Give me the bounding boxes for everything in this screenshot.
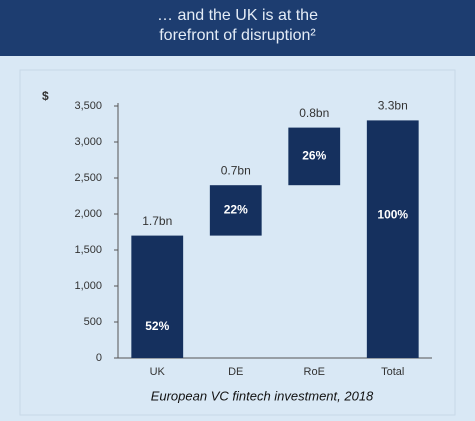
y-tick-label: 3,500	[74, 100, 102, 112]
x-tick-label: RoE	[304, 366, 325, 378]
y-tick-label: 1,000	[74, 280, 102, 292]
value-label: 0.7bn	[221, 163, 251, 177]
panel	[19, 69, 456, 416]
y-axis-label: $	[42, 89, 49, 103]
y-tick-label: 0	[96, 352, 102, 364]
caption: European VC fintech investment, 2018	[151, 388, 374, 403]
bar	[131, 235, 184, 358]
y-tick-label: 2,500	[74, 172, 102, 184]
chart-title: … and the UK is at the forefront of disr…	[0, 0, 475, 56]
bar	[209, 185, 262, 236]
bar	[366, 120, 419, 359]
value-label: 1.7bn	[142, 214, 172, 228]
x-tick-label: UK	[150, 366, 166, 378]
value-label: 3.3bn	[378, 99, 408, 113]
value-label: 0.8bn	[299, 106, 329, 120]
y-tick-label: 1,500	[74, 244, 102, 256]
share-label: 100%	[377, 208, 408, 222]
bar	[288, 127, 341, 186]
y-tick-label: 3,000	[74, 136, 102, 148]
share-label: 26%	[302, 149, 326, 163]
x-tick-label: Total	[381, 366, 404, 378]
share-label: 52%	[145, 319, 169, 333]
x-tick-label: DE	[228, 366, 243, 378]
y-tick-label: 2,000	[74, 208, 102, 220]
y-tick-label: 500	[84, 316, 102, 328]
share-label: 22%	[224, 203, 248, 217]
